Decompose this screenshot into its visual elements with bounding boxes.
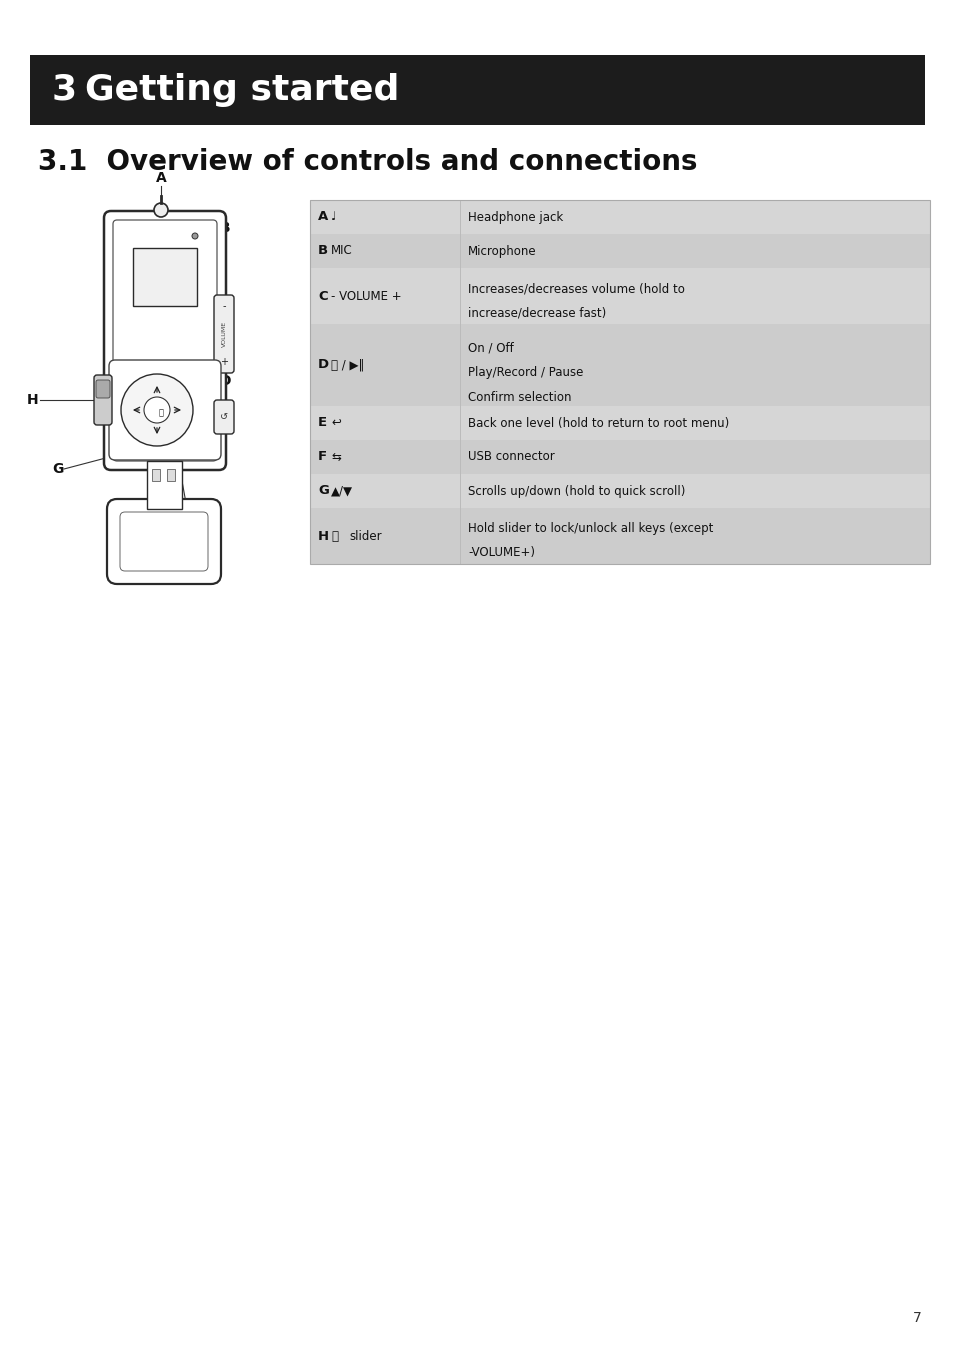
Bar: [310, 200, 929, 234]
FancyBboxPatch shape: [94, 375, 112, 425]
Text: A: A: [155, 171, 166, 185]
Bar: [310, 234, 929, 269]
Text: slider: slider: [349, 529, 381, 543]
Text: H: H: [27, 393, 38, 406]
Text: ▲/▼: ▲/▼: [331, 485, 353, 498]
Text: E: E: [317, 417, 327, 429]
Text: C: C: [317, 289, 327, 302]
Bar: [132, 248, 196, 306]
FancyBboxPatch shape: [213, 296, 233, 373]
Bar: [167, 468, 174, 481]
Bar: [310, 200, 929, 564]
Text: B: B: [220, 221, 231, 235]
Bar: [310, 269, 929, 324]
Bar: [310, 440, 929, 474]
Bar: [310, 324, 929, 406]
Text: ⏻ / ▶‖: ⏻ / ▶‖: [331, 359, 364, 371]
FancyBboxPatch shape: [112, 220, 216, 460]
Text: G: G: [317, 485, 329, 498]
Circle shape: [121, 374, 193, 446]
FancyBboxPatch shape: [120, 512, 208, 571]
FancyBboxPatch shape: [107, 500, 221, 585]
Text: Increases/decreases volume (hold to: Increases/decreases volume (hold to: [468, 282, 684, 296]
Circle shape: [192, 234, 198, 239]
Text: ♩: ♩: [331, 211, 336, 224]
Bar: [310, 508, 929, 564]
Text: -VOLUME+): -VOLUME+): [468, 547, 535, 559]
Text: E: E: [220, 410, 230, 424]
Text: ↩: ↩: [331, 417, 340, 429]
Text: increase/decrease fast): increase/decrease fast): [468, 306, 605, 320]
Text: +: +: [220, 356, 228, 367]
Text: Getting started: Getting started: [85, 73, 399, 107]
Text: Microphone: Microphone: [468, 244, 536, 258]
Bar: [30, 55, 924, 126]
Text: H: H: [317, 529, 329, 543]
Text: Play/Record / Pause: Play/Record / Pause: [468, 366, 583, 379]
Text: G: G: [52, 462, 63, 477]
Text: A: A: [317, 211, 328, 224]
Text: VOLUME: VOLUME: [221, 321, 226, 347]
Text: - VOLUME +: - VOLUME +: [331, 289, 401, 302]
Text: 3.1  Overview of controls and connections: 3.1 Overview of controls and connections: [38, 148, 697, 176]
Text: D: D: [220, 374, 232, 387]
Text: ↺: ↺: [220, 412, 228, 423]
Bar: [147, 460, 182, 509]
FancyBboxPatch shape: [109, 360, 221, 460]
Text: USB connector: USB connector: [468, 451, 554, 463]
Text: B: B: [317, 244, 328, 258]
Text: ⏯: ⏯: [158, 409, 163, 417]
Text: F: F: [317, 451, 327, 463]
FancyBboxPatch shape: [96, 379, 110, 398]
Circle shape: [153, 202, 168, 217]
Text: Headphone jack: Headphone jack: [468, 211, 562, 224]
FancyBboxPatch shape: [213, 400, 233, 433]
Text: D: D: [317, 359, 329, 371]
Text: MIC: MIC: [331, 244, 353, 258]
FancyBboxPatch shape: [104, 211, 226, 470]
Text: 7: 7: [912, 1311, 921, 1324]
Text: -: -: [222, 301, 226, 310]
Text: 🔒: 🔒: [331, 529, 337, 543]
Text: Back one level (hold to return to root menu): Back one level (hold to return to root m…: [468, 417, 728, 429]
Text: F: F: [194, 535, 204, 548]
Text: Confirm selection: Confirm selection: [468, 392, 571, 404]
Bar: [310, 406, 929, 440]
Text: Hold slider to lock/unlock all keys (except: Hold slider to lock/unlock all keys (exc…: [468, 522, 713, 535]
Text: C: C: [220, 327, 230, 342]
Bar: [152, 468, 160, 481]
Bar: [310, 474, 929, 508]
Text: Scrolls up/down (hold to quick scroll): Scrolls up/down (hold to quick scroll): [468, 485, 684, 498]
Text: 3: 3: [52, 73, 77, 107]
Circle shape: [144, 397, 170, 423]
Text: ⇆: ⇆: [331, 451, 340, 463]
Text: On / Off: On / Off: [468, 342, 514, 354]
